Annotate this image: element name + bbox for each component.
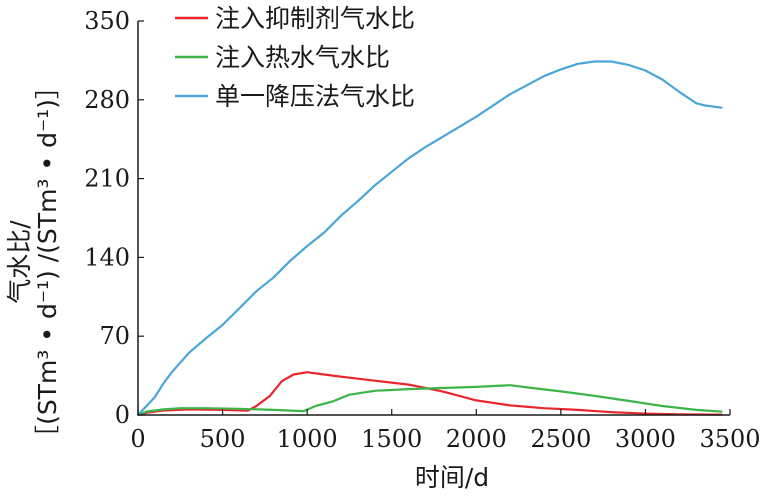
- x-tick-label: 2000: [446, 425, 507, 453]
- y-tick-label: 70: [99, 322, 130, 350]
- x-tick-label: 1500: [361, 425, 422, 453]
- y-axis-title-units: ［(STm³ • d⁻¹) /(STm³ • d⁻¹)］: [33, 74, 62, 450]
- y-axis-title-line2: ［(STm³ • d⁻¹) /(STm³ • d⁻¹)］: [33, 74, 62, 450]
- series-line-1: [136, 371, 723, 417]
- x-tick-label: 0: [130, 425, 145, 453]
- legend-label-3: 单一降压法气水比: [215, 82, 415, 111]
- x-tick-label: 2500: [530, 425, 591, 453]
- y-axis-title: 气水比/: [5, 220, 34, 304]
- legend-label-1: 注入抑制剂气水比: [215, 4, 415, 33]
- y-tick-label: 0: [115, 401, 130, 429]
- legend-label-2: 注入热水气水比: [215, 43, 390, 72]
- y-tick-label: 210: [84, 165, 130, 193]
- x-tick-label: 1000: [277, 425, 338, 453]
- x-tick-label: 3500: [699, 425, 760, 453]
- x-tick-label: 3000: [615, 425, 676, 453]
- y-axis-title-line1: 气水比/: [5, 220, 34, 304]
- y-tick-label: 140: [84, 243, 130, 271]
- axes: [137, 20, 731, 416]
- y-tick-label: 350: [84, 7, 130, 35]
- series-line-2: [136, 384, 723, 417]
- x-axis-title: 时间/d: [415, 463, 489, 492]
- series-layer: [136, 60, 723, 417]
- y-tick-label: 280: [84, 86, 130, 114]
- x-tick-label: 500: [200, 425, 246, 453]
- series-line-3: [136, 60, 723, 417]
